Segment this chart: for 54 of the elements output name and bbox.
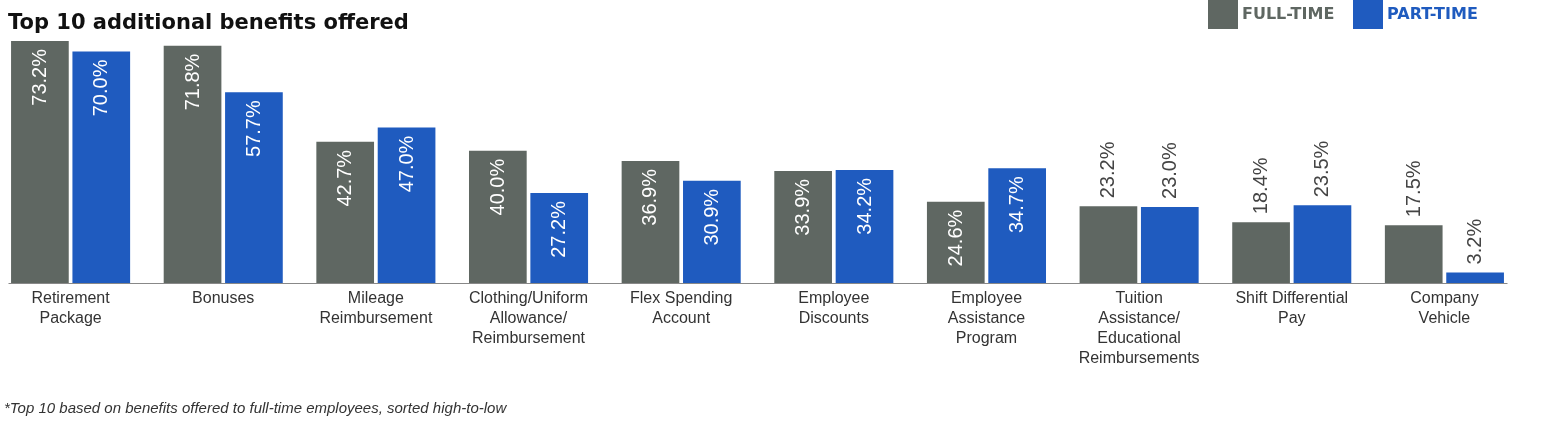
bar: [72, 51, 131, 283]
bar: [316, 141, 375, 283]
data-label: 33.9%: [791, 178, 814, 236]
data-label: 24.6%: [943, 209, 966, 267]
legend-label: PART-TIME: [1387, 4, 1478, 23]
bar: [1140, 206, 1199, 283]
data-label: 34.7%: [1005, 176, 1028, 233]
x-tick-label: Employee Assistance Program: [947, 288, 1026, 346]
data-label: 30.9%: [699, 188, 722, 246]
data-label: 23.2%: [1096, 141, 1119, 199]
data-label: 70.0%: [89, 59, 112, 117]
x-tick-label: Bonuses: [192, 288, 255, 306]
bar: [1384, 225, 1443, 283]
bar: [683, 180, 741, 283]
x-tick-label: Clothing/Uniform Allowance/ Reimbursement: [468, 288, 589, 346]
data-label: 57.7%: [241, 100, 264, 157]
bar: [926, 201, 985, 283]
x-tick-label: Mileage Reimbursement: [319, 288, 433, 326]
x-tick-label: Shift Differential Pay: [1235, 288, 1349, 326]
x-tick-label: Employee Discounts: [798, 288, 870, 326]
data-label: 34.2%: [852, 177, 875, 235]
data-label: 18.4%: [1249, 157, 1272, 215]
data-label: 27.2%: [547, 200, 570, 258]
bar: [835, 169, 894, 283]
data-label: 36.9%: [638, 168, 661, 226]
data-label: 71.8%: [180, 53, 203, 111]
chart-title: Top 10 additional benefits offered: [8, 10, 409, 34]
bar: [469, 150, 527, 283]
data-label: 3.2%: [1463, 218, 1486, 265]
bar: [11, 41, 69, 283]
bar: [1232, 222, 1290, 283]
bar: [988, 168, 1046, 283]
bar: [1446, 272, 1504, 283]
data-label: 23.5%: [1310, 140, 1333, 198]
bar: [377, 127, 436, 283]
bar: [774, 170, 832, 283]
data-label: 47.0%: [394, 135, 417, 193]
x-tick-label: Retirement Package: [31, 288, 111, 326]
bar: [530, 193, 589, 283]
x-tick-label: Tuition Assistance/ Educational Reimbursements: [1078, 288, 1200, 366]
text: *Top 10 based on benefits offered to full-time employees, sorted high-to-low: [4, 399, 507, 416]
data-label: 23.0%: [1157, 142, 1180, 199]
bar: [1079, 206, 1138, 283]
bar: [225, 92, 283, 283]
x-tick-label: Flex Spending Account: [630, 288, 733, 326]
bar: [621, 161, 680, 283]
data-label: 73.2%: [27, 48, 50, 106]
data-label: 42.7%: [333, 149, 356, 207]
bar: [1293, 205, 1352, 283]
data-label: 40.0%: [485, 158, 508, 216]
bar: [163, 45, 222, 283]
data-label: 17.5%: [1401, 160, 1424, 218]
x-tick-label: Company Vehicle: [1410, 288, 1479, 326]
legend-label: FULL-TIME: [1242, 4, 1335, 23]
